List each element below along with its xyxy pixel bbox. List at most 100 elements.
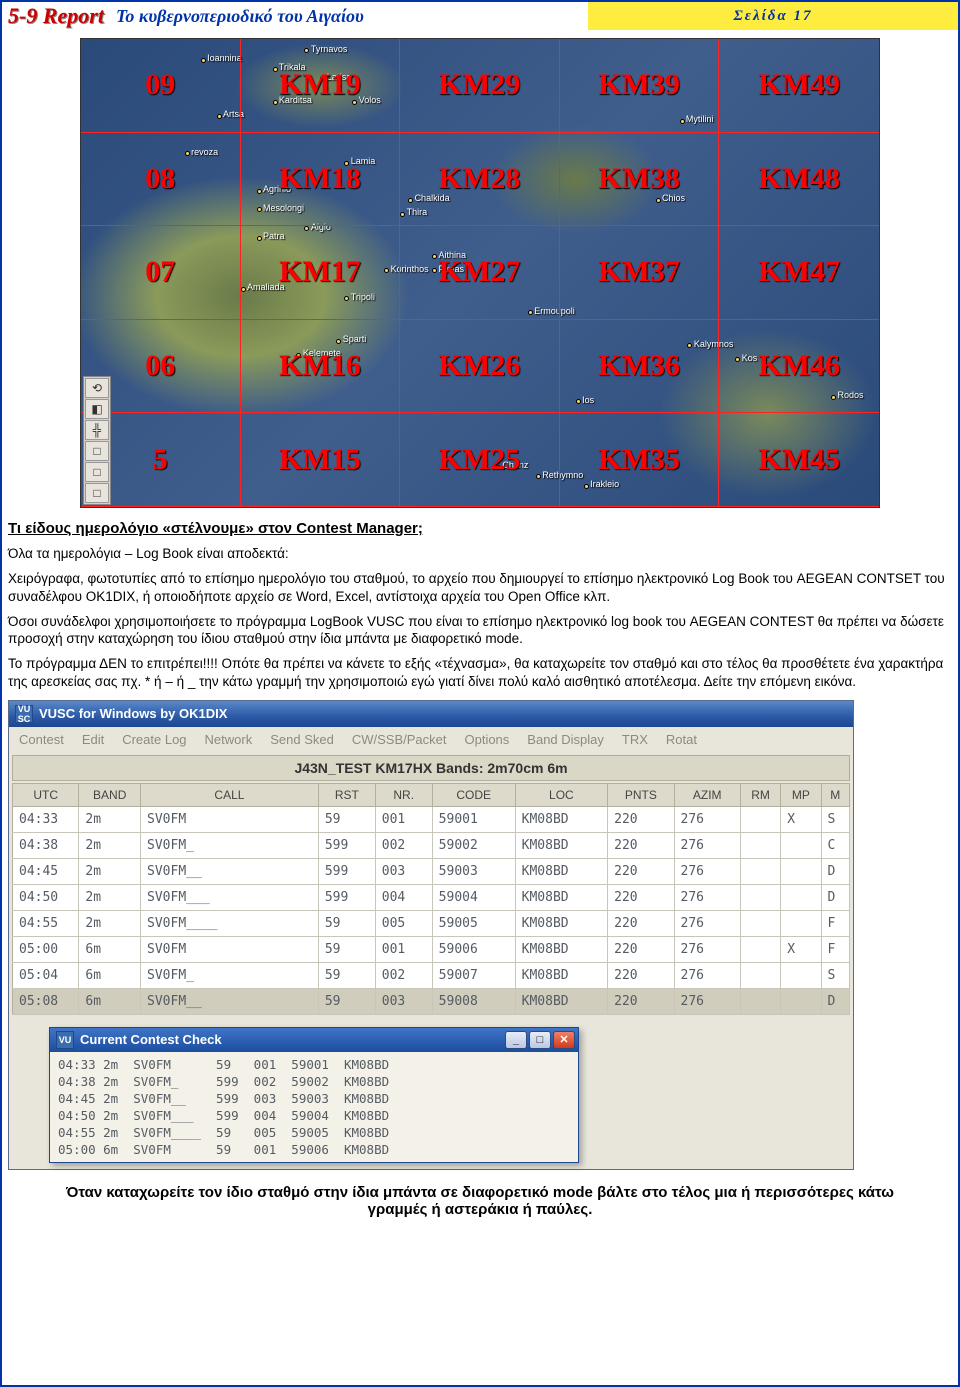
table-column-header[interactable]: M [821, 783, 850, 806]
table-cell: 220 [608, 988, 674, 1014]
table-column-header[interactable]: AZIM [674, 783, 740, 806]
table-cell: 220 [608, 962, 674, 988]
table-cell: 001 [375, 936, 432, 962]
app-icon: VU [56, 1031, 74, 1049]
table-cell: 2m [79, 884, 141, 910]
table-column-header[interactable]: CODE [432, 783, 515, 806]
table-cell: 599 [318, 832, 375, 858]
table-cell [740, 832, 780, 858]
contest-check-window: VU Current Contest Check _ □ ✕ 04:33 2m … [49, 1027, 579, 1163]
table-column-header[interactable]: BAND [79, 783, 141, 806]
menu-item[interactable]: TRX [622, 732, 648, 747]
table-cell: 005 [375, 910, 432, 936]
table-column-header[interactable]: MP [781, 783, 821, 806]
list-item-text: 04:38 2m SV0FM_ 599 002 59002 KM08BD [58, 1074, 404, 1089]
paragraph: Το πρόγραμμα ΔΕΝ το επιτρέπει!!!! Οπότε … [8, 655, 952, 690]
table-cell: 59004 [432, 884, 515, 910]
table-cell: 004 [375, 884, 432, 910]
table-row[interactable]: 04:382mSV0FM_59900259002KM08BD220276C [13, 832, 850, 858]
menu-item[interactable]: Send Sked [270, 732, 334, 747]
vusc-titlebar[interactable]: VUSC VUSC for Windows by OK1DIX [9, 701, 853, 727]
map-tool-button[interactable]: ◧ [85, 399, 109, 419]
table-cell [740, 910, 780, 936]
table-cell: KM08BD [515, 962, 607, 988]
page-number-badge: Σελίδα 17 [588, 2, 958, 30]
contest-check-list: 04:33 2m SV0FM 59 001 59001 KM08BD 04:38… [50, 1052, 578, 1162]
map-toolbar: ⟲◧╬□□□ [83, 376, 111, 505]
table-cell: 599 [318, 858, 375, 884]
map-tool-button[interactable]: □ [85, 462, 109, 482]
map-tool-button[interactable]: □ [85, 441, 109, 461]
table-column-header[interactable]: RM [740, 783, 780, 806]
table-cell: KM08BD [515, 988, 607, 1014]
menu-item[interactable]: CW/SSB/Packet [352, 732, 447, 747]
menu-item[interactable]: Edit [82, 732, 104, 747]
table-cell: D [821, 988, 850, 1014]
list-item[interactable]: 04:45 2m SV0FM__ 599 003 59003 KM08BD [52, 1090, 576, 1107]
list-item[interactable]: 05:00 6m SV0FM 59 001 59006 KM08BD [52, 1141, 576, 1158]
table-cell: 59 [318, 936, 375, 962]
window-buttons: _ □ ✕ [505, 1031, 575, 1049]
table-column-header[interactable]: RST [318, 783, 375, 806]
table-cell: 2m [79, 832, 141, 858]
table-row[interactable]: 05:086mSV0FM__5900359008KM08BD220276D [13, 988, 850, 1014]
map-tool-button[interactable]: ⟲ [85, 378, 109, 398]
contest-check-titlebar[interactable]: VU Current Contest Check _ □ ✕ [50, 1028, 578, 1052]
table-cell: S [821, 806, 850, 832]
menu-item[interactable]: Create Log [122, 732, 186, 747]
table-cell: 59006 [432, 936, 515, 962]
list-item[interactable]: 04:50 2m SV0FM___ 599 004 59004 KM08BD [52, 1107, 576, 1124]
table-cell: KM08BD [515, 884, 607, 910]
map-tool-button[interactable]: □ [85, 483, 109, 503]
table-cell: 003 [375, 858, 432, 884]
table-cell: 220 [608, 884, 674, 910]
list-item[interactable]: 04:55 2m SV0FM____ 59 005 59005 KM08BD [52, 1124, 576, 1141]
grid-cell: KM48 [719, 133, 879, 227]
table-cell: 276 [674, 936, 740, 962]
maximize-button[interactable]: □ [529, 1031, 551, 1049]
grid-cell: 07 [81, 226, 241, 320]
menu-item[interactable]: Rotat [666, 732, 697, 747]
table-cell: 6m [79, 988, 141, 1014]
table-cell: 2m [79, 910, 141, 936]
close-button[interactable]: ✕ [553, 1031, 575, 1049]
menu-item[interactable]: Contest [19, 732, 64, 747]
list-item[interactable]: 04:33 2m SV0FM 59 001 59001 KM08BD [52, 1056, 576, 1073]
menu-item[interactable]: Band Display [527, 732, 604, 747]
table-cell: F [821, 936, 850, 962]
menu-item[interactable]: Options [464, 732, 509, 747]
table-cell [781, 832, 821, 858]
screenshot-wrap: VUSC VUSC for Windows by OK1DIX Contest E… [8, 700, 952, 1170]
table-cell: SV0FM_ [141, 832, 319, 858]
table-cell: 59 [318, 806, 375, 832]
table-cell: 59008 [432, 988, 515, 1014]
table-row[interactable]: 05:006mSV0FM5900159006KM08BD220276XF [13, 936, 850, 962]
table-column-header[interactable]: CALL [141, 783, 319, 806]
table-cell: 276 [674, 988, 740, 1014]
menu-item[interactable]: Network [205, 732, 253, 747]
table-row[interactable]: 04:502mSV0FM___59900459004KM08BD220276D [13, 884, 850, 910]
minimize-button[interactable]: _ [505, 1031, 527, 1049]
table-cell: 220 [608, 858, 674, 884]
table-column-header[interactable]: UTC [13, 783, 79, 806]
table-column-header[interactable]: LOC [515, 783, 607, 806]
grid-cell: KM27 [400, 226, 560, 320]
table-cell: 6m [79, 936, 141, 962]
table-cell: 276 [674, 884, 740, 910]
grid-cell: KM39 [560, 39, 720, 133]
grid-cell: KM45 [719, 413, 879, 507]
table-column-header[interactable]: PNTS [608, 783, 674, 806]
list-item-text: 05:00 6m SV0FM 59 001 59006 KM08BD [58, 1142, 404, 1157]
table-column-header[interactable]: NR. [375, 783, 432, 806]
map-tool-button[interactable]: ╬ [85, 420, 109, 440]
page-header: 5-9 Report Το κυβερνοπεριοδικό του Αιγαί… [2, 2, 958, 30]
table-row[interactable]: 04:552mSV0FM____5900559005KM08BD220276F [13, 910, 850, 936]
table-cell: 05:04 [13, 962, 79, 988]
table-row[interactable]: 04:452mSV0FM__59900359003KM08BD220276D [13, 858, 850, 884]
table-cell: 002 [375, 962, 432, 988]
table-row[interactable]: 04:332mSV0FM5900159001KM08BD220276XS [13, 806, 850, 832]
table-cell: SV0FM____ [141, 910, 319, 936]
table-header-row: UTCBANDCALLRSTNR.CODELOCPNTSAZIMRMMPM [13, 783, 850, 806]
list-item[interactable]: 04:38 2m SV0FM_ 599 002 59002 KM08BD [52, 1073, 576, 1090]
table-row[interactable]: 05:046mSV0FM_5900259007KM08BD220276S [13, 962, 850, 988]
